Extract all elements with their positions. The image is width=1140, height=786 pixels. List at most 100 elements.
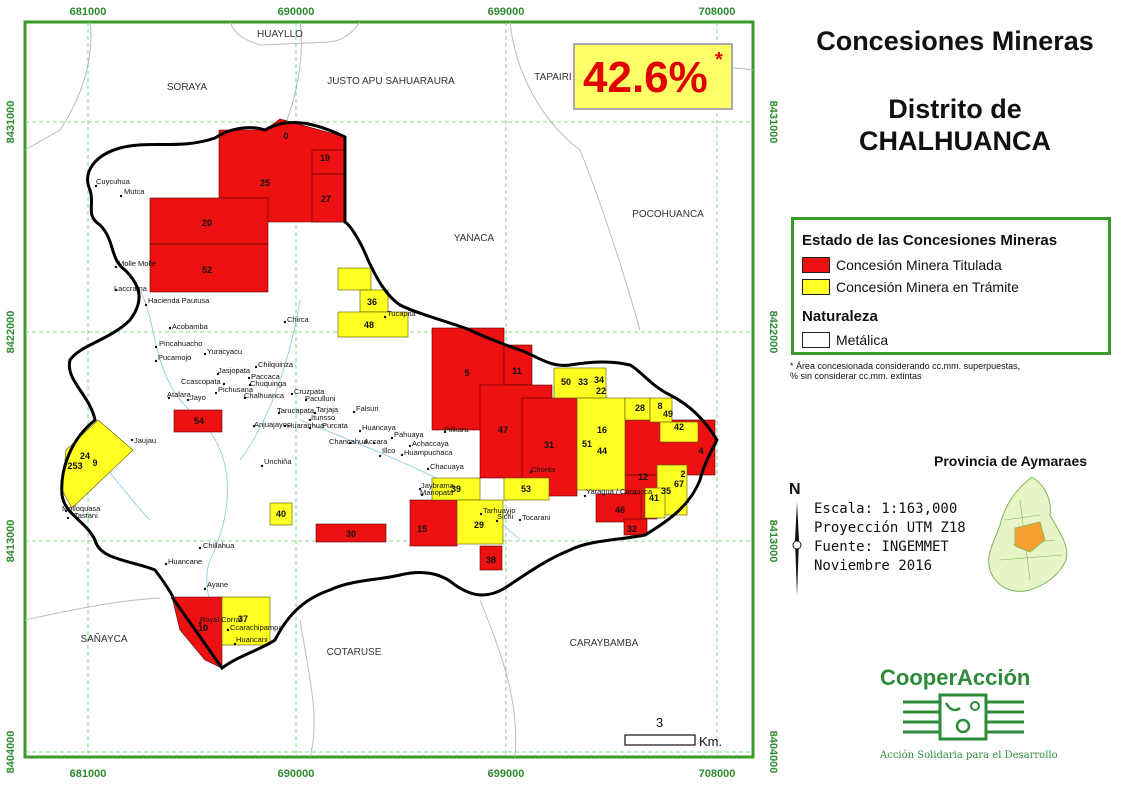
town-label: Huancaya [362,423,397,432]
town-label: Paculluni [305,394,336,403]
page-title: Concesiones Mineras [816,26,1094,56]
concession-label: 49 [663,409,673,419]
concession-label: 9 [92,458,97,468]
town-label: Chuquinga [250,379,287,388]
coord-x-bottom-1: 681000 [70,768,107,780]
concession-label: 51 [582,439,592,449]
town-label: Anjuajayoc [254,420,291,429]
town-label: Molle Molle [118,259,156,268]
subtitle-line-2: CHALHUANCA [859,126,1051,156]
town-label: Falsuri [356,404,379,413]
concession-label: 15 [417,524,427,534]
town-label: Ccascopata [181,377,221,386]
town-label: Chirca [287,315,310,324]
town-label: Tocarani [522,513,551,522]
town-label: Chalhuanca [244,391,285,400]
district-label: TAPAIRI [534,72,571,83]
district-label: SAÑAYCA [80,632,127,645]
town-label: Cuycuhua [96,177,131,186]
district-outline [60,121,719,671]
legend-label-pending: Concesión Minera en Trámite [836,279,1019,295]
concession-label: 10 [198,623,208,633]
concession-label: 40 [276,509,286,519]
town-label: Chillahua [203,541,235,550]
town-label: Huaranhua [287,421,325,430]
town-label: Royal Corral [200,615,242,624]
town-label: Pillkara [444,425,469,434]
concession-label: 54 [194,416,204,426]
town-label: Pincahuacho [159,339,202,348]
concession-label: 52 [202,265,212,275]
district-label: SORAYA [167,82,208,93]
percentage-mark: * [715,49,723,71]
district-label: JUSTO APU SAHUARAURA [327,76,455,87]
district-label: CARAYBAMBA [570,638,639,649]
concession-label: 42 [674,422,684,432]
town-label: Laccrama [114,284,148,293]
coord-x-top-3: 699000 [488,6,525,18]
date-text: Noviembre 2016 [814,558,933,574]
coord-x-top-4: 708000 [699,6,736,18]
district-label: YANACA [454,233,495,244]
concession-label: 67 [674,479,684,489]
town-label: Acobamba [172,322,209,331]
scalebar-value: 3 [656,715,664,730]
concession-label: 29 [474,520,484,530]
concession-label: 19 [320,153,330,163]
legend-heading-state: Estado de las Concesiones Mineras [802,232,1058,249]
town-label: Pahuaya [394,430,424,439]
scalebar-unit: Km. [699,734,723,749]
town-label: Tarjaja [316,405,339,414]
town-label: Jaujau [134,436,156,445]
town-label: Jaybrama [421,481,455,490]
town-labels: Cuycuhua Mutca Molle Molle Laccrama Haci… [62,177,653,646]
town-label: Ayane [207,580,228,589]
concession-numbers: 0 19 25 27 20 52 36 48 5 11 50 33 34 22 … [67,131,703,633]
town-label: Purcata [322,421,349,430]
town-label: Tastani [74,511,98,520]
town-label: Tarhuayjo [483,506,516,515]
province-title: Provincia de Aymaraes [934,453,1088,469]
concession-label: 4 [698,446,703,456]
legend-item-metallic: Metálica [802,332,888,348]
town-label: Molloquasa [62,504,101,513]
coordinate-labels: 681000 690000 699000 708000 681000 69000… [5,6,779,780]
concession-label: 24 [80,451,90,461]
concession-label: 25 [260,178,270,188]
brand-tagline: Acción Solidaria para el Desarrollo [880,750,1058,761]
town-label: Yuracyacu [207,347,242,356]
concession-label: 30 [346,529,356,539]
town-label: Accara [364,437,388,446]
percentage-value: 42.6% [583,53,708,102]
coord-x-top-2: 690000 [278,6,315,18]
town-label: Mutca [124,187,145,196]
concession-label: 34 [594,375,604,385]
town-label: Chancahua [329,437,368,446]
coord-y-left-4: 8404000 [5,731,17,774]
concession-label: 47 [498,425,508,435]
brand-name: CooperAcción [880,665,1031,690]
metallic-swatch [802,332,830,348]
percentage-badge: 42.6% * [573,43,733,110]
map-frame [23,20,755,759]
concession-label: 20 [202,218,212,228]
concession-label: 8 [657,401,662,411]
coord-y-left-1: 8431000 [5,101,17,144]
town-label: Unchiña [264,457,292,466]
concession-label: 46 [615,505,625,515]
coord-y-left-2: 8422000 [5,311,17,354]
concession-label: 44 [597,446,607,456]
town-label: Tarucapata [277,406,315,415]
town-label: Huancane [168,557,202,566]
town-label: Chilquinza [258,360,294,369]
concession-label: 36 [367,297,377,307]
concession-label: 50 [561,377,571,387]
concession-label: 253 [67,461,82,471]
concession-label: 16 [597,425,607,435]
concession-label: 38 [486,555,496,565]
town-label: Yaragua / Caraucca [586,487,653,496]
town-label: Achaccaya [412,439,450,448]
town-label: Pucamojo [158,353,191,362]
legend-heading-nature: Naturaleza [802,308,878,325]
concession-label: 41 [649,493,659,503]
